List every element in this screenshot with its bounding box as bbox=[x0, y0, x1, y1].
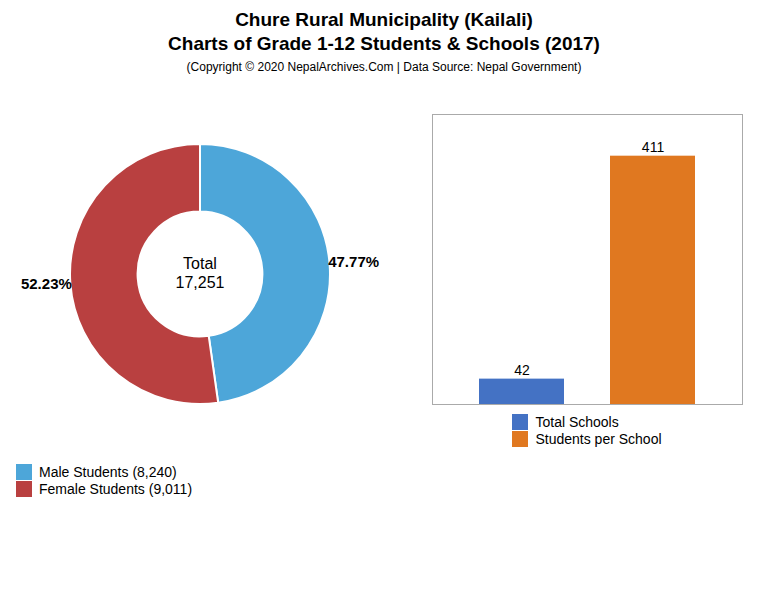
svg-text:47.77%: 47.77% bbox=[328, 253, 379, 270]
html-text:Female Students (9,011): Female Students (9,011) bbox=[39, 481, 192, 497]
html-text:Total Schools: Total Schools bbox=[535, 414, 619, 430]
html-text:Male Students (8,240): Male Students (8,240) bbox=[39, 464, 177, 480]
svg-text:42: 42 bbox=[514, 362, 530, 378]
html-text:Chure Rural Municipality (Kail: Chure Rural Municipality (Kailali) bbox=[235, 9, 533, 30]
html-text:Students per School: Students per School bbox=[535, 431, 662, 447]
svg-text:411: 411 bbox=[642, 139, 665, 155]
svg-text:Total17,251: Total17,251 bbox=[176, 255, 225, 291]
html-text:Charts of Grade 1-12 Students: Charts of Grade 1-12 Students & Schools … bbox=[168, 33, 600, 54]
svg-text:52.23%: 52.23% bbox=[21, 275, 72, 292]
html-text:(Copyright © 2020 NepalArchive: (Copyright © 2020 NepalArchives.Com | Da… bbox=[186, 60, 582, 74]
